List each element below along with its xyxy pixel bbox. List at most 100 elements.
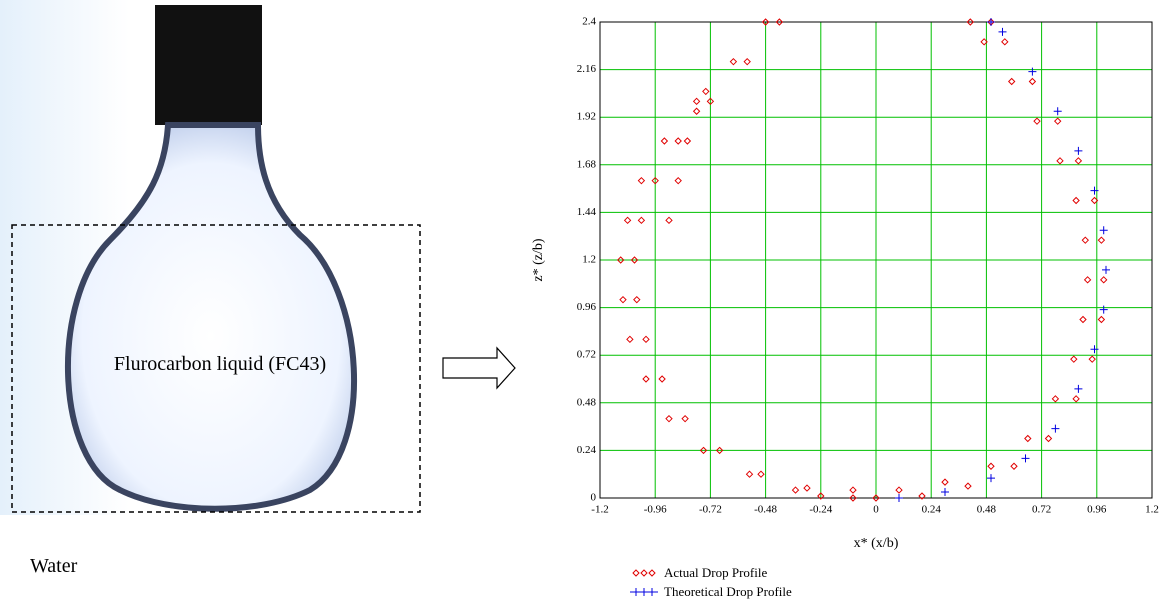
data-point <box>775 18 784 26</box>
arrow <box>442 346 516 390</box>
roi-box <box>11 224 421 513</box>
x-tick-label: -0.72 <box>699 504 722 516</box>
y-axis-label: z* (z/b) <box>531 238 546 281</box>
data-point <box>1083 276 1092 284</box>
data-point <box>1099 276 1108 284</box>
data-point <box>1010 462 1018 470</box>
data-point <box>1097 315 1106 324</box>
data-point <box>651 176 659 185</box>
data-point <box>941 488 949 497</box>
data-point <box>998 27 1007 36</box>
data-point <box>761 18 770 26</box>
data-point <box>849 486 857 494</box>
data-point <box>966 18 975 26</box>
data-point <box>637 216 646 225</box>
x-tick-label: -0.48 <box>754 504 777 516</box>
drop <box>65 122 357 512</box>
data-point <box>674 176 682 185</box>
x-axis-label: x* (x/b) <box>854 536 899 551</box>
data-point <box>1021 454 1030 463</box>
x-tick-label: 0.24 <box>922 504 942 516</box>
data-point <box>1072 395 1080 403</box>
data-point <box>699 446 708 455</box>
data-point <box>619 295 627 304</box>
data-point <box>1079 315 1087 324</box>
data-point <box>918 492 926 500</box>
data-point <box>1053 117 1062 125</box>
data-point <box>987 474 995 483</box>
y-tick-label: 0.96 <box>577 301 597 313</box>
data-point <box>1102 265 1110 274</box>
data-point <box>674 137 682 145</box>
data-point <box>1081 236 1090 244</box>
data-point <box>872 494 880 502</box>
x-tick-label: 1.2 <box>1145 504 1159 516</box>
data-point <box>642 375 650 383</box>
data-point <box>706 97 715 106</box>
data-point <box>692 107 701 115</box>
y-tick-label: 1.68 <box>577 158 597 170</box>
data-point <box>665 414 673 423</box>
data-point <box>1053 107 1062 116</box>
x-tick-label: 0.72 <box>1032 504 1051 516</box>
data-point <box>1007 77 1016 86</box>
legend-label: Theoretical Drop Profile <box>664 584 792 599</box>
data-point <box>642 335 650 344</box>
data-point <box>630 256 639 264</box>
y-tick-label: 1.2 <box>582 254 596 266</box>
legend-marker <box>632 569 640 577</box>
data-point <box>1072 196 1080 205</box>
data-point <box>757 470 765 478</box>
data-point <box>895 494 903 502</box>
data-point <box>692 97 701 106</box>
data-point <box>729 57 738 66</box>
legend-label: Actual Drop Profile <box>664 565 767 580</box>
data-point <box>1090 186 1099 195</box>
data-point <box>1024 434 1032 443</box>
data-point <box>633 295 641 304</box>
y-tick-label: 0 <box>591 492 597 504</box>
legend-marker <box>640 569 648 577</box>
data-point <box>1088 355 1096 363</box>
data-point <box>665 216 673 225</box>
data-point <box>987 462 995 470</box>
data-point <box>987 18 995 26</box>
data-point <box>681 414 689 423</box>
data-point <box>626 335 634 344</box>
x-tick-label: 0.48 <box>977 504 997 516</box>
data-point <box>1044 434 1053 443</box>
data-point <box>791 486 800 494</box>
data-point <box>1028 67 1037 76</box>
data-point <box>1028 77 1037 86</box>
data-point <box>1070 355 1078 363</box>
data-point <box>1056 157 1064 165</box>
y-tick-label: 1.44 <box>577 206 597 218</box>
data-point <box>623 216 632 225</box>
medium-label: Water <box>30 555 78 577</box>
data-point <box>616 256 625 264</box>
data-point <box>743 57 751 66</box>
data-point <box>1090 196 1099 205</box>
data-point <box>683 137 692 145</box>
data-point <box>895 486 903 494</box>
chart: -1.2 -0.96 -0.72 -0.48 -0.24 0 0.24 0.48 0.72 0.9… <box>531 16 1159 599</box>
data-point <box>1074 157 1083 165</box>
data-point <box>941 478 949 486</box>
y-tick-label: 1.92 <box>577 111 596 123</box>
data-point <box>715 446 724 455</box>
x-tick-label: 0.96 <box>1087 504 1107 516</box>
y-tick-label: 2.16 <box>577 63 597 75</box>
data-point <box>1074 384 1083 393</box>
x-tick-label: -0.96 <box>644 504 667 516</box>
data-point <box>745 470 754 478</box>
data-point <box>1099 305 1108 314</box>
x-tick-label: -1.2 <box>591 504 608 516</box>
y-tick-label: 0.48 <box>577 396 597 408</box>
data-point <box>1033 117 1041 125</box>
legend-marker <box>648 569 656 577</box>
drop-label: Flurocarbon liquid (FC43) <box>114 353 326 375</box>
data-point <box>1090 345 1099 354</box>
x-tick-label: -0.24 <box>809 504 832 516</box>
x-tick-label: 0 <box>873 504 879 516</box>
